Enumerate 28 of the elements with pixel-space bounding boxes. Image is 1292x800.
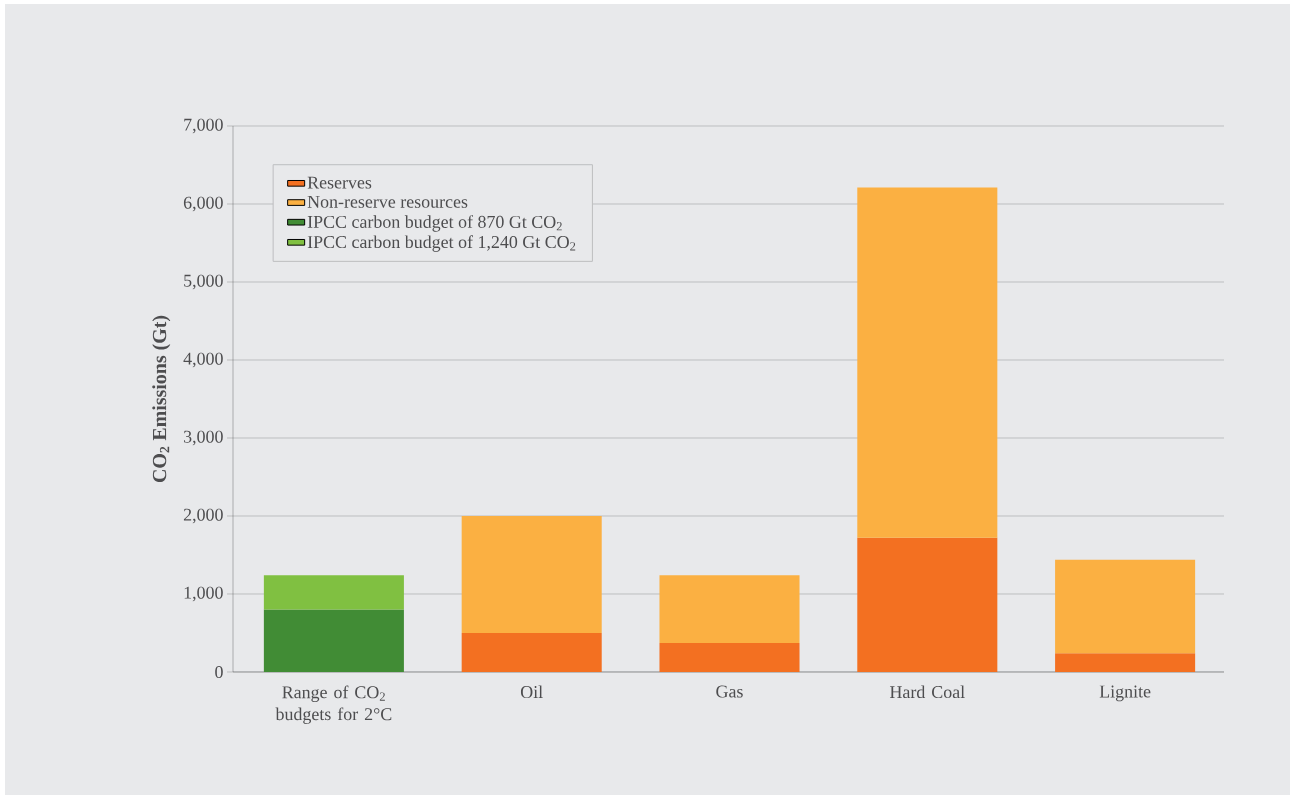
y-tick-label: 4,000: [183, 352, 223, 368]
x-tick-label: Hard Coal: [889, 685, 965, 699]
y-tick-label: 1,000: [184, 586, 223, 602]
y-tick-label: 5,000: [184, 274, 223, 290]
bar: [1055, 653, 1196, 672]
y-tick-label: 2,000: [183, 508, 223, 524]
legend-label: IPCC carbon budget of 1,240 Gt CO$_{2}$: [307, 235, 576, 252]
bar: [461, 632, 602, 672]
legend-label: Non-reserve resources: [307, 195, 468, 208]
x-tick-label: Range of CO$_{2}$ budgets for 2°C: [275, 685, 392, 724]
bar: [857, 537, 998, 672]
x-tick-label: Lignite: [1099, 685, 1151, 702]
bar: [1055, 559, 1196, 654]
y-tick-label: 3,000: [184, 430, 223, 446]
y-axis-title: CO$_{2}$ Emissions (Gt): [152, 315, 171, 483]
x-tick-label: Oil: [520, 685, 543, 699]
bar: [659, 575, 800, 644]
bar: [857, 187, 998, 538]
bar: [263, 575, 404, 610]
y-tick-label: 6,000: [183, 196, 223, 212]
bar: [461, 515, 602, 633]
y-tick-label: 0: [215, 665, 223, 679]
bar: [659, 643, 800, 672]
legend-label: IPCC carbon budget of 870 Gt CO$_{2}$: [307, 215, 562, 232]
x-tick-label: Gas: [716, 685, 743, 698]
bar: [263, 609, 404, 672]
y-tick-label: 7,000: [184, 118, 223, 134]
legend-label: Reserves: [307, 176, 372, 189]
